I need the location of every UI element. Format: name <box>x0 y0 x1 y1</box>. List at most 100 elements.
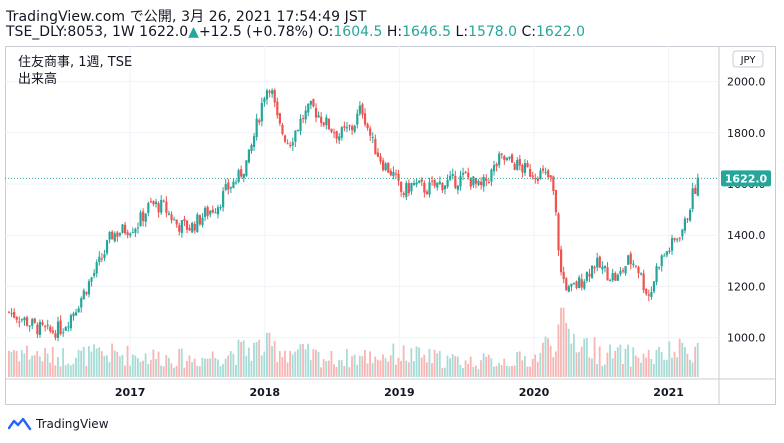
candle-body <box>320 116 323 124</box>
volume-bar <box>467 363 470 377</box>
candle-body <box>516 160 519 170</box>
volume-bar <box>655 349 658 377</box>
candle-body <box>459 175 462 187</box>
candle-body <box>67 326 70 328</box>
candle-body <box>136 227 140 229</box>
candle-body <box>100 258 103 260</box>
candle-body <box>247 149 251 163</box>
currency-button-bg[interactable] <box>732 50 764 68</box>
volume-bar <box>196 365 199 377</box>
candle-body <box>652 281 656 292</box>
candle-body <box>443 185 447 190</box>
candle-body <box>557 213 560 251</box>
candle-body <box>116 232 119 237</box>
candle-body <box>157 203 160 213</box>
candle-body <box>255 118 258 137</box>
price-tick-label: 1200.0 <box>727 280 766 293</box>
volume-bar <box>614 350 617 377</box>
volume-bar <box>351 356 353 377</box>
candle-body <box>44 326 47 328</box>
volume-bar <box>13 350 15 377</box>
price-tick-label: 1000.0 <box>727 332 766 345</box>
volume-bar <box>487 354 490 377</box>
candle-body <box>583 281 586 289</box>
candle-body <box>304 110 307 120</box>
volume-bar <box>167 357 170 377</box>
volume-bar <box>224 358 227 377</box>
candle-body <box>335 131 338 139</box>
volume-bar <box>508 366 511 377</box>
price-tick-label: 1400.0 <box>727 229 766 242</box>
candle-body <box>162 200 165 202</box>
candle-body <box>474 178 478 184</box>
candle-body <box>688 209 692 221</box>
volume-bar <box>170 363 173 377</box>
volume-bar <box>175 365 178 377</box>
volume-bar <box>637 357 640 377</box>
candle-body <box>670 238 674 251</box>
volume-bar <box>477 369 480 377</box>
volume-bar <box>691 362 694 377</box>
candle-body <box>294 130 297 142</box>
volume-bar <box>616 347 619 377</box>
volume-bar <box>658 346 660 377</box>
candle-body <box>56 321 60 338</box>
volume-bar <box>327 360 330 377</box>
volume-bar <box>294 351 297 377</box>
volume-bar <box>431 363 433 377</box>
currency-button[interactable]: JPY <box>732 50 764 68</box>
candle-body <box>389 170 392 176</box>
volume-bar <box>260 355 263 377</box>
candle-body <box>384 163 387 171</box>
volume-bar <box>575 352 578 377</box>
volume-bar <box>384 358 387 377</box>
volume-bar <box>139 362 142 377</box>
candle-body <box>485 178 488 181</box>
candle-body <box>492 165 496 172</box>
volume-bar <box>247 347 250 377</box>
candle-body <box>327 118 331 130</box>
candle-body <box>402 193 405 195</box>
open-value: 1604.5 <box>333 24 383 40</box>
volume-bar <box>38 356 41 377</box>
candle-body <box>438 181 441 184</box>
volume-bar <box>371 363 374 377</box>
candle-body <box>338 136 341 141</box>
price-tick-label: 2000.0 <box>727 76 766 89</box>
volume-bar <box>67 363 70 377</box>
volume-bar <box>585 337 588 377</box>
candle-body <box>224 184 227 190</box>
candle-body <box>663 255 666 257</box>
candle-body <box>175 219 178 225</box>
candle-body <box>578 277 581 289</box>
volume-bar <box>400 360 402 377</box>
candle-body <box>531 175 534 177</box>
volume-bar <box>219 365 222 377</box>
candle-body <box>46 324 49 326</box>
volume-bar <box>361 356 364 377</box>
candle-body <box>351 126 354 131</box>
volume-bar <box>77 349 80 377</box>
candle-body <box>412 182 416 186</box>
candle-body <box>332 132 336 134</box>
legend-title: 住友商事, 1週, TSE <box>18 55 133 70</box>
candle-body <box>82 290 85 300</box>
candle-body <box>694 187 697 194</box>
candle-body <box>268 91 271 93</box>
candle-body <box>170 214 173 221</box>
currency-label[interactable]: JPY <box>740 55 757 66</box>
candle-body <box>31 319 34 326</box>
volume-bar <box>147 364 150 377</box>
candle-body <box>59 320 62 334</box>
candle-body <box>420 179 423 182</box>
volume-bar <box>603 364 606 377</box>
candle-body <box>632 263 635 265</box>
volume-bar <box>232 353 235 377</box>
volume-bar <box>415 346 418 377</box>
candle-body <box>451 173 454 177</box>
time-axis[interactable]: 2017 2018 2019 2020 2021 <box>115 386 684 399</box>
candle-body <box>64 327 67 331</box>
candle-body <box>250 144 253 152</box>
